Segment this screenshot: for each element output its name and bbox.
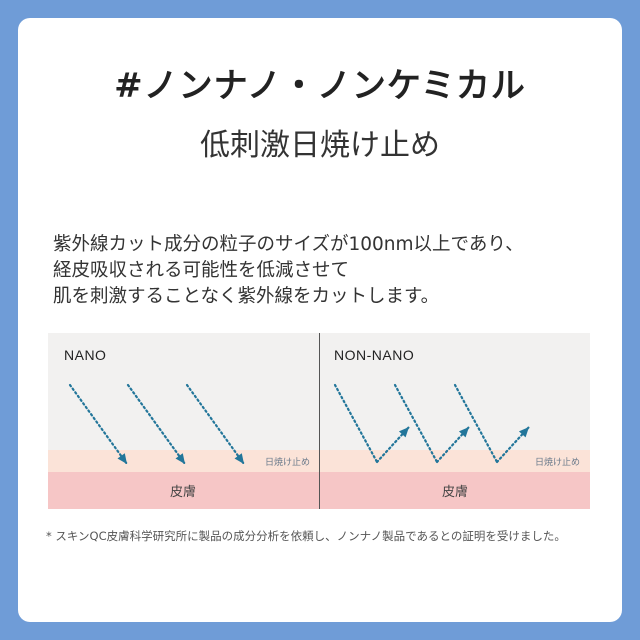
description: 紫外線カット成分の粒子のサイズが100nm以上であり、 経皮吸収される可能性を低減… <box>53 232 524 310</box>
skin-label: 皮膚 <box>170 484 196 500</box>
description-line: 経皮吸収される可能性を低減させて <box>53 260 350 281</box>
panel-non-nano: NON-NANO 日焼け止め 皮膚 <box>320 333 590 509</box>
uv-ray-incoming <box>333 383 379 464</box>
arrowhead-icon <box>175 453 185 464</box>
panel-label-non-nano: NON-NANO <box>334 347 414 363</box>
arrowhead-icon <box>117 453 127 464</box>
uv-ray-incoming <box>393 383 439 464</box>
arrowhead-icon <box>458 427 469 438</box>
arrowhead-icon <box>398 427 409 438</box>
page-title: #ノンナノ・ノンケミカル <box>114 66 526 106</box>
page-subtitle: 低刺激日焼け止め <box>200 128 440 163</box>
uv-ray-penetrating <box>185 383 246 466</box>
nano-comparison-diagram: NANO 日焼け止め 皮膚 NON-NANO 日焼け止め 皮膚 <box>48 333 590 509</box>
skin-layer <box>320 472 590 509</box>
sunscreen-label: 日焼け止め <box>535 456 580 468</box>
panel-nano: NANO 日焼け止め 皮膚 <box>48 333 319 509</box>
skin-label: 皮膚 <box>442 484 468 500</box>
uv-ray-incoming <box>453 383 499 464</box>
skin-layer <box>48 472 319 509</box>
footnote: * スキンQC皮膚科学研究所に製品の成分分析を依頼し、ノンナノ製品であるとの証明… <box>46 529 566 543</box>
uv-ray-penetrating <box>68 383 129 466</box>
sunscreen-label: 日焼け止め <box>265 456 310 468</box>
arrowhead-icon <box>234 453 244 464</box>
description-line: 紫外線カット成分の粒子のサイズが100nm以上であり、 <box>53 234 524 255</box>
panel-label-nano: NANO <box>64 347 106 363</box>
sunscreen-layer <box>320 450 590 472</box>
uv-ray-penetrating <box>126 383 187 466</box>
arrowhead-icon <box>518 427 529 438</box>
description-line: 肌を刺激することなく紫外線をカットします。 <box>53 286 440 307</box>
content-card <box>18 18 622 622</box>
